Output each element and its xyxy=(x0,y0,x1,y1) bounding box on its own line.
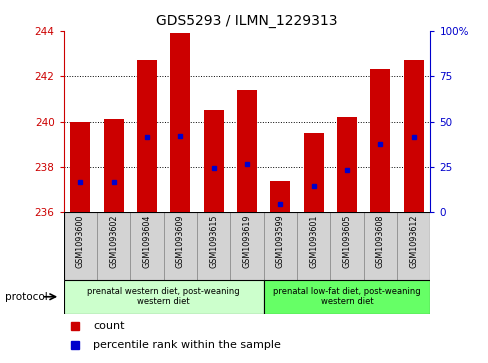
Text: GSM1093612: GSM1093612 xyxy=(408,215,417,268)
Bar xyxy=(369,69,389,212)
Bar xyxy=(363,212,396,280)
Text: GSM1093602: GSM1093602 xyxy=(109,215,118,268)
Text: GSM1093599: GSM1093599 xyxy=(275,215,284,268)
Text: GSM1093619: GSM1093619 xyxy=(242,215,251,268)
Text: protocol: protocol xyxy=(5,292,47,302)
Text: GSM1093605: GSM1093605 xyxy=(342,215,351,268)
Bar xyxy=(163,212,197,280)
Bar xyxy=(70,122,90,212)
Text: prenatal western diet, post-weaning
western diet: prenatal western diet, post-weaning west… xyxy=(87,287,240,306)
Bar xyxy=(237,90,256,212)
Text: count: count xyxy=(93,321,124,331)
Bar xyxy=(230,212,263,280)
Bar xyxy=(336,117,356,212)
Text: prenatal low-fat diet, post-weaning
western diet: prenatal low-fat diet, post-weaning west… xyxy=(273,287,420,306)
Text: GSM1093601: GSM1093601 xyxy=(308,215,318,268)
Text: GSM1093604: GSM1093604 xyxy=(142,215,151,268)
Bar xyxy=(137,60,157,212)
Text: GSM1093615: GSM1093615 xyxy=(209,215,218,268)
Bar xyxy=(197,212,230,280)
Text: GSM1093600: GSM1093600 xyxy=(76,215,84,268)
Bar xyxy=(203,110,223,212)
Bar xyxy=(130,212,163,280)
Bar xyxy=(403,60,423,212)
Text: GSM1093608: GSM1093608 xyxy=(375,215,384,268)
Bar xyxy=(270,180,290,212)
Bar xyxy=(303,133,323,212)
Text: GSM1093609: GSM1093609 xyxy=(175,215,184,268)
Title: GDS5293 / ILMN_1229313: GDS5293 / ILMN_1229313 xyxy=(156,15,337,28)
Bar xyxy=(396,212,429,280)
Bar xyxy=(263,212,296,280)
Bar xyxy=(97,212,130,280)
Bar xyxy=(63,280,263,314)
Bar xyxy=(329,212,363,280)
Bar xyxy=(63,212,97,280)
Bar xyxy=(296,212,329,280)
Bar xyxy=(263,280,429,314)
Bar xyxy=(170,33,190,212)
Bar xyxy=(103,119,123,212)
Text: percentile rank within the sample: percentile rank within the sample xyxy=(93,340,280,350)
